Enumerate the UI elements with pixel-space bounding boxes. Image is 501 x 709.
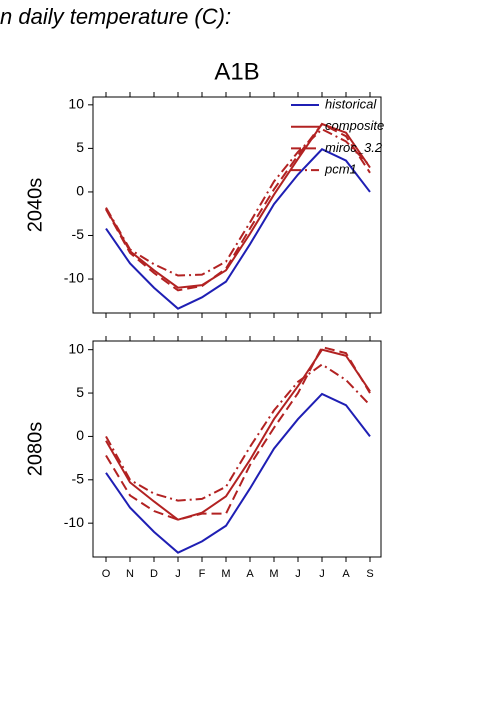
series-line — [105, 128, 371, 277]
x-tick-label: J — [295, 568, 301, 580]
series-line — [105, 345, 371, 521]
series-line — [105, 122, 371, 292]
legend-label: miroc_3.2 — [325, 140, 383, 155]
y-tick-label: 0 — [76, 427, 84, 443]
x-tick-label: J — [319, 568, 325, 580]
x-tick-label: M — [221, 568, 230, 580]
x-tick-label: F — [199, 568, 206, 580]
y-tick-label: 10 — [68, 96, 84, 112]
y-tick-label: -10 — [64, 514, 84, 530]
panel-title: A1B — [214, 58, 259, 85]
y-tick-label: 5 — [76, 384, 84, 400]
y-tick-label: -5 — [72, 470, 85, 486]
plot-frame — [92, 96, 382, 314]
plot-frame — [92, 340, 382, 558]
legend-label: pcm1 — [324, 162, 357, 177]
x-tick-label: S — [366, 568, 373, 580]
x-tick-label: D — [150, 568, 158, 580]
series-line — [105, 392, 371, 554]
legend-label: composite — [325, 118, 384, 133]
series-line — [105, 363, 371, 502]
y-axis-label: 2080s — [24, 422, 46, 477]
y-axis-label: 2040s — [24, 178, 46, 233]
y-tick-label: 10 — [68, 340, 84, 356]
x-tick-label: N — [126, 568, 134, 580]
page-title: n daily temperature (C): — [0, 4, 231, 29]
series-line — [105, 122, 371, 289]
x-tick-label: J — [175, 568, 181, 580]
y-tick-label: -5 — [72, 226, 85, 242]
legend-label: historical — [325, 96, 377, 111]
y-tick-label: 0 — [76, 183, 84, 199]
y-tick-label: -10 — [64, 270, 84, 286]
series-line — [105, 348, 371, 521]
series-line — [105, 148, 371, 310]
x-tick-label: A — [246, 568, 254, 580]
x-tick-label: O — [102, 568, 111, 580]
x-tick-label: A — [342, 568, 350, 580]
x-tick-label: M — [269, 568, 278, 580]
y-tick-label: 5 — [76, 139, 84, 155]
